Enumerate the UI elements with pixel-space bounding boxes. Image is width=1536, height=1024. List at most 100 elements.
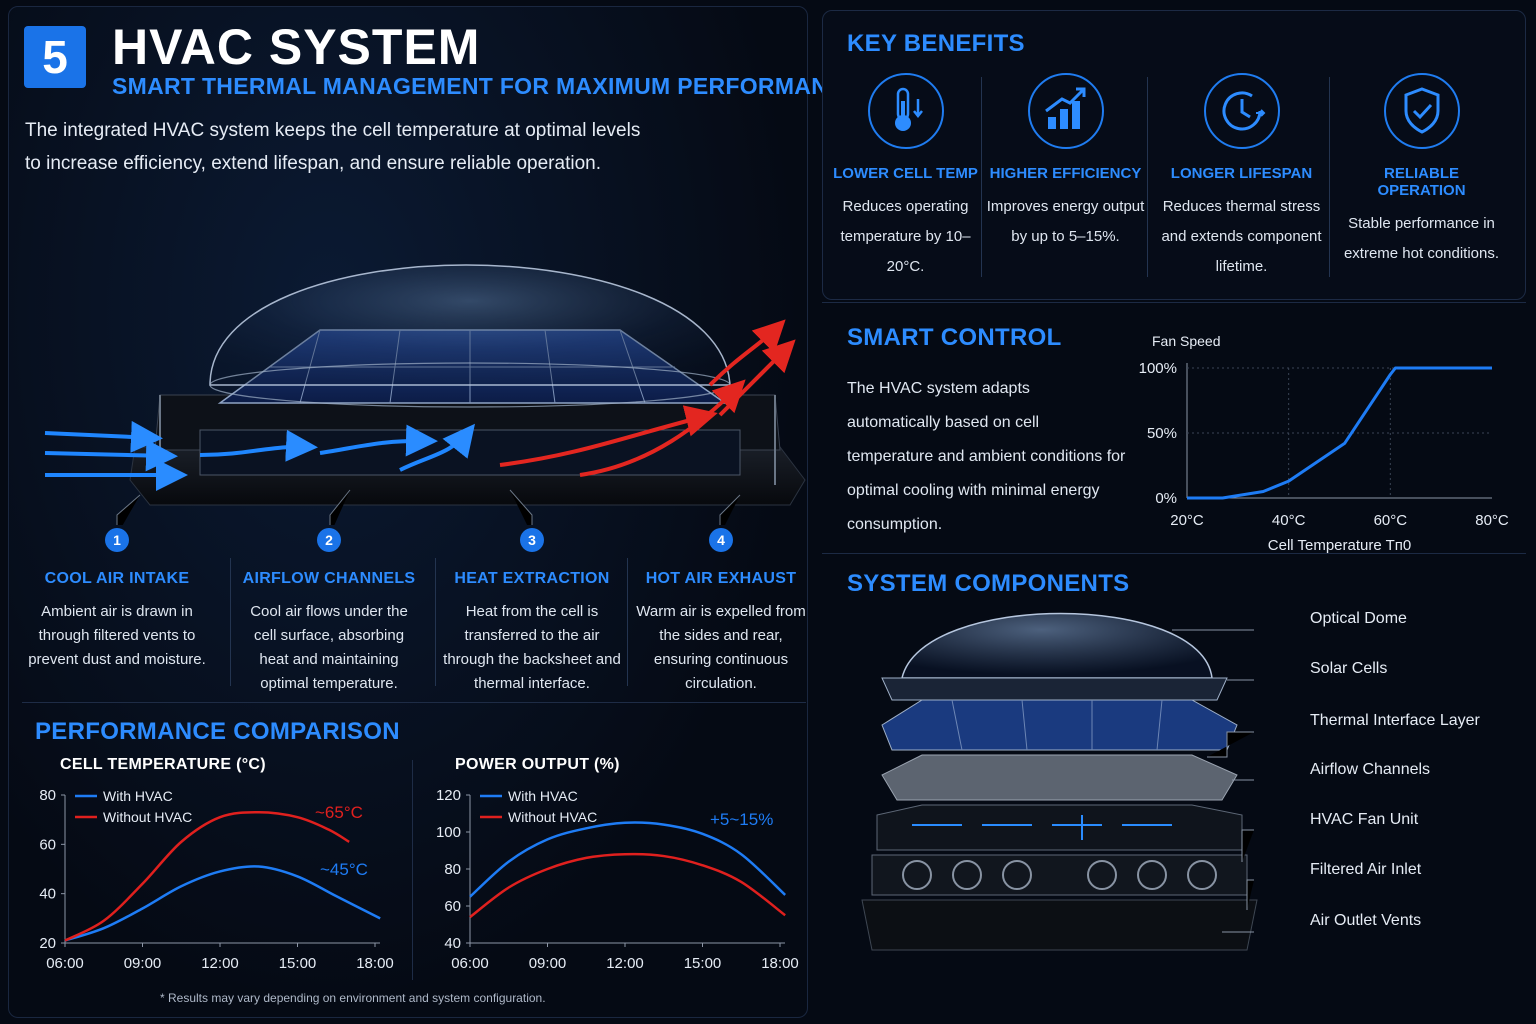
x-tick-label: 09:00 bbox=[124, 955, 162, 972]
step-divider bbox=[230, 558, 231, 686]
benefit-description: Reduces thermal stress and extends compo… bbox=[1161, 198, 1322, 275]
x-axis-label: Cell Temperature Tп0 bbox=[1268, 537, 1411, 554]
annotation-label: ~65°C bbox=[315, 803, 363, 822]
step-number: 4 bbox=[709, 528, 733, 552]
annotation-label: +5~15% bbox=[710, 810, 773, 829]
x-tick-label: 20°C bbox=[1170, 512, 1204, 529]
x-tick-label: 80°C bbox=[1475, 512, 1509, 529]
y-tick-label: 60 bbox=[444, 898, 461, 915]
power-chart-title: POWER OUTPUT (%) bbox=[455, 756, 620, 773]
component-label: Thermal Interface Layer bbox=[1310, 712, 1480, 729]
exploded-components-illustration bbox=[861, 612, 1258, 951]
y-tick-label: 100 bbox=[436, 824, 461, 841]
step-cool-air-intake: 1 COOL AIR INTAKE Ambient air is drawn i… bbox=[22, 528, 212, 672]
annotation-label: ~45°C bbox=[320, 860, 368, 879]
smart-control-description: The HVAC system adapts automatically bas… bbox=[847, 380, 1126, 533]
y-tick-label: 100% bbox=[1139, 360, 1177, 377]
step-divider bbox=[435, 558, 436, 686]
system-components-title: SYSTEM COMPONENTS bbox=[847, 570, 1130, 597]
step-airflow-channels: 2 AIRFLOW CHANNELS Cool air flows under … bbox=[234, 528, 424, 696]
x-tick-label: 06:00 bbox=[451, 955, 489, 972]
x-tick-label: 12:00 bbox=[606, 955, 644, 972]
x-tick-label: 18:00 bbox=[356, 955, 394, 972]
benefit-reliable-operation: RELIABLE OPERATION Stable performance in… bbox=[1339, 73, 1504, 269]
intro-text: The integrated HVAC system keeps the cel… bbox=[25, 114, 645, 180]
intro-line-1: The integrated HVAC system keeps the cel… bbox=[25, 120, 641, 141]
page-subtitle: SMART THERMAL MANAGEMENT FOR MAXIMUM PER… bbox=[112, 73, 861, 99]
fan-speed-curve bbox=[1187, 366, 1492, 500]
step-divider bbox=[627, 558, 628, 686]
benefit-title: LOWER CELL TEMP bbox=[833, 165, 978, 182]
x-tick-label: 15:00 bbox=[279, 955, 317, 972]
component-label: Optical Dome bbox=[1310, 610, 1407, 627]
benefit-divider bbox=[981, 77, 982, 277]
hvac-module-illustration bbox=[44, 264, 806, 525]
x-tick-label: 09:00 bbox=[529, 955, 567, 972]
step-description: Cool air flows under the cell surface, a… bbox=[250, 603, 408, 692]
key-benefits-title: KEY BENEFITS bbox=[847, 30, 1025, 57]
benefit-lower-cell-temp: LOWER CELL TEMP Reduces operating temper… bbox=[823, 73, 988, 282]
benefit-divider bbox=[1147, 77, 1148, 277]
step-description: Warm air is expelled from the sides and … bbox=[636, 603, 806, 692]
thermometer-icon bbox=[867, 73, 944, 149]
airflow-steps: 1 COOL AIR INTAKE Ambient air is drawn i… bbox=[22, 528, 806, 692]
clock-icon bbox=[1203, 73, 1280, 149]
x-tick-label: 15:00 bbox=[684, 955, 722, 972]
page-title: HVAC SYSTEM bbox=[112, 19, 481, 75]
intro-line-2: to increase efficiency, extend lifespan,… bbox=[25, 153, 601, 174]
chart-divider bbox=[412, 760, 413, 980]
hvac-overview-panel bbox=[8, 6, 808, 1018]
benefit-description: Reduces operating temperature by 10–20°C… bbox=[840, 198, 971, 275]
x-tick-label: 18:00 bbox=[761, 955, 799, 972]
x-tick-label: 06:00 bbox=[46, 955, 84, 972]
legend-label: With HVAC bbox=[103, 788, 173, 804]
y-tick-label: 0% bbox=[1155, 490, 1177, 507]
step-title: COOL AIR INTAKE bbox=[44, 570, 190, 587]
smart-control-title: SMART CONTROL bbox=[847, 324, 1062, 351]
step-description: Ambient air is drawn in through filtered… bbox=[28, 603, 206, 668]
benefit-title: HIGHER EFFICIENCY bbox=[989, 165, 1142, 182]
y-tick-label: 80 bbox=[444, 861, 461, 878]
benefit-divider bbox=[1329, 77, 1330, 277]
y-tick-label: 20 bbox=[39, 935, 56, 952]
bar-chart-icon bbox=[1027, 73, 1104, 149]
series-line bbox=[64, 865, 381, 942]
legend-label: Without HVAC bbox=[508, 809, 597, 825]
benefit-title: RELIABLE OPERATION bbox=[1377, 165, 1466, 199]
step-description: Heat from the cell is transferred to the… bbox=[443, 603, 621, 692]
fan-speed-chart: Fan Speed 0% 50% 100% 20°C 40°C 60°C 80°C Cell T… bbox=[1139, 333, 1509, 554]
y-tick-label: 80 bbox=[39, 787, 56, 804]
benefit-title: LONGER LIFESPAN bbox=[1170, 165, 1313, 182]
benefit-description: Improves energy output by up to 5–15%. bbox=[986, 198, 1145, 245]
shield-check-icon bbox=[1383, 73, 1460, 149]
benefit-description: Stable performance in extreme hot condit… bbox=[1343, 215, 1500, 262]
component-label: Airflow Channels bbox=[1310, 761, 1431, 778]
step-number: 2 bbox=[317, 528, 341, 552]
benefit-higher-efficiency: HIGHER EFFICIENCY Improves energy output… bbox=[983, 73, 1148, 252]
y-tick-label: 40 bbox=[39, 886, 56, 903]
performance-title: PERFORMANCE COMPARISON bbox=[35, 718, 400, 745]
step-title: HEAT EXTRACTION bbox=[454, 570, 610, 587]
component-label: HVAC Fan Unit bbox=[1310, 811, 1419, 828]
y-axis-label: Fan Speed bbox=[1152, 333, 1221, 349]
legend-label: Without HVAC bbox=[103, 809, 192, 825]
y-tick-label: 120 bbox=[436, 787, 461, 804]
y-tick-label: 50% bbox=[1147, 425, 1177, 442]
power-output-chart: 40 60 80 100 120 06:00 09:00 12:00 15:00 18:00 Wit… bbox=[436, 787, 799, 972]
x-tick-label: 12:00 bbox=[201, 955, 239, 972]
benefit-longer-lifespan: LONGER LIFESPAN Reduces thermal stress a… bbox=[1159, 73, 1324, 282]
x-tick-label: 40°C bbox=[1272, 512, 1306, 529]
legend-label: With HVAC bbox=[508, 788, 578, 804]
step-number: 3 bbox=[520, 528, 544, 552]
section-number-badge: 5 bbox=[24, 26, 86, 88]
step-number: 1 bbox=[105, 528, 129, 552]
y-tick-label: 60 bbox=[39, 836, 56, 853]
right-column: KEY BENEFITS LOWER CELL TEMP Reduces ope… bbox=[822, 10, 1526, 1018]
temp-chart-title: CELL TEMPERATURE (°C) bbox=[60, 756, 266, 773]
component-label: Solar Cells bbox=[1310, 660, 1388, 677]
step-title: AIRFLOW CHANNELS bbox=[242, 570, 416, 587]
step-heat-extraction: 3 HEAT EXTRACTION Heat from the cell is … bbox=[437, 528, 627, 696]
y-tick-label: 40 bbox=[444, 935, 461, 952]
cell-temperature-chart: 20 40 60 80 06:00 09:00 12:00 15:00 18:00 With HV… bbox=[39, 787, 394, 972]
step-title: HOT AIR EXHAUST bbox=[645, 570, 797, 587]
